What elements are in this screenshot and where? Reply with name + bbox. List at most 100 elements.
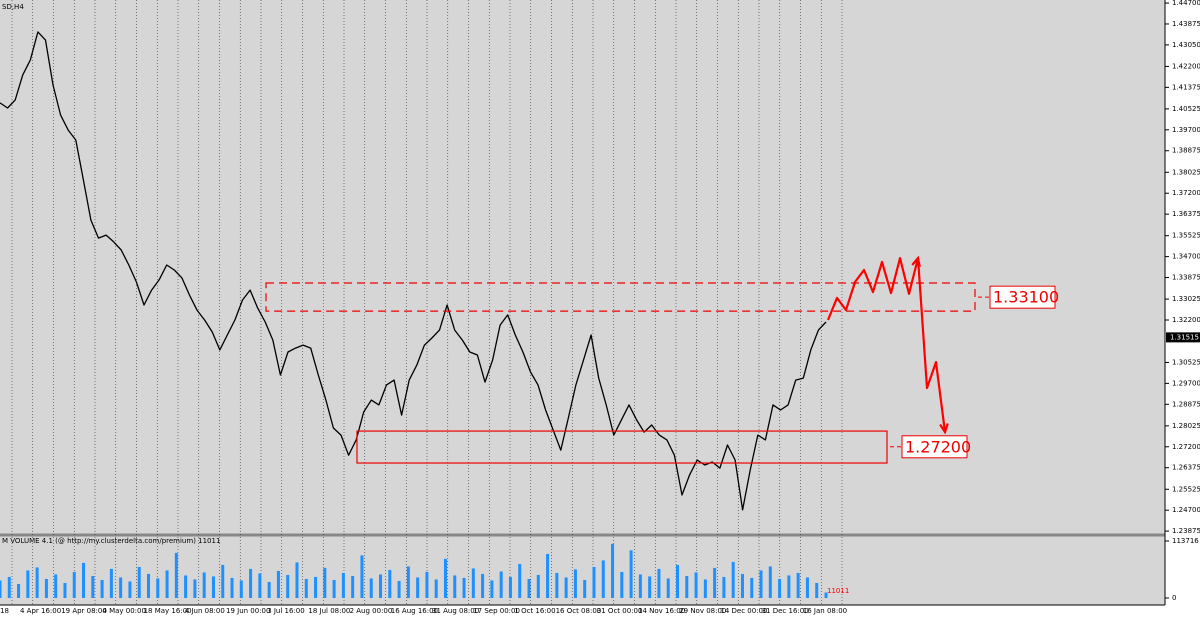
- x-tick-label: 16 Oct 08:00: [556, 607, 602, 615]
- volume-bar: [796, 572, 800, 598]
- volume-bar: [443, 558, 447, 598]
- arrow-head: [939, 423, 949, 435]
- volume-bar: [666, 578, 670, 598]
- y-tick-label: 1.30525: [1172, 358, 1200, 366]
- volume-bar: [295, 562, 299, 598]
- volume-bar: [156, 578, 160, 598]
- volume-bar: [573, 569, 577, 598]
- y-tick-label: 1.39700: [1172, 126, 1200, 134]
- volume-bar: [137, 566, 141, 598]
- volume-bar: [379, 574, 383, 598]
- volume-bar: [564, 577, 568, 598]
- volume-bar: [128, 581, 132, 598]
- forecast-line: [826, 257, 947, 433]
- volume-bar: [119, 577, 123, 598]
- x-tick-label: 19 Jun 00:00: [226, 607, 270, 615]
- y-tick-label: 1.26375: [1172, 464, 1200, 472]
- volume-bar: [91, 575, 95, 598]
- volume-bar: [490, 580, 494, 598]
- volume-bar: [193, 579, 197, 598]
- volume-bar: [694, 572, 698, 598]
- y2-tick-label: 0: [1172, 594, 1176, 602]
- volume-bar: [462, 577, 466, 598]
- zone-label: 1.33100: [993, 288, 1059, 307]
- volume-bar: [778, 578, 782, 598]
- plot-background: [0, 0, 1165, 605]
- volume-bar: [731, 561, 735, 598]
- y-tick-label: 1.44700: [1172, 0, 1200, 7]
- x-tick-label: 1 Oct 16:00: [514, 607, 555, 615]
- y-tick-label: 1.38875: [1172, 147, 1200, 155]
- volume-bar: [341, 572, 345, 598]
- volume-bar: [202, 572, 206, 598]
- volume-bar: [787, 575, 791, 598]
- volume-bar: [676, 564, 680, 598]
- volume-bar: [713, 567, 717, 598]
- y-tick-label: 1.23875: [1172, 527, 1200, 535]
- volume-bar: [815, 582, 819, 598]
- x-tick-label: 2 Aug 00:00: [350, 607, 393, 615]
- y-tick-label: 1.37200: [1172, 189, 1200, 197]
- x-tick-label: 16 Aug 16:00: [391, 607, 438, 615]
- y-tick-label: 1.40525: [1172, 105, 1200, 113]
- volume-bar: [601, 560, 605, 598]
- price-line: [0, 31, 827, 511]
- volume-bar: [109, 568, 113, 598]
- y-tick-label: 1.25525: [1172, 485, 1200, 493]
- volume-bar: [26, 570, 30, 598]
- volume-bar: [211, 576, 215, 598]
- zone-label: 1.27200: [905, 437, 971, 456]
- volume-bar: [768, 566, 772, 598]
- x-tick-label: 3 Jul 16:00: [267, 607, 305, 615]
- volume-bar: [174, 552, 178, 598]
- volume-bar: [629, 550, 633, 598]
- volume-bar: [685, 575, 689, 598]
- volume-bar: [360, 555, 364, 598]
- volume-bar: [620, 571, 624, 598]
- y-tick-label: 1.38025: [1172, 168, 1200, 176]
- volume-bar: [221, 564, 225, 598]
- volume-bar: [44, 578, 48, 598]
- volume-bar: [258, 573, 262, 598]
- volume-bar: [332, 579, 336, 598]
- y-tick-label: 1.33875: [1172, 274, 1200, 282]
- volume-bar: [750, 577, 754, 598]
- x-tick-label: 4 Jun 08:00: [185, 607, 225, 615]
- x-tick-label: 18: [0, 607, 9, 615]
- x-tick-label: 19 Apr 08:00: [61, 607, 107, 615]
- volume-bar: [416, 577, 420, 598]
- volume-bar: [165, 570, 169, 598]
- volume-bar: [518, 563, 522, 598]
- volume-bar: [434, 579, 438, 598]
- volume-bar: [184, 575, 188, 598]
- y-tick-label: 1.41375: [1172, 83, 1200, 91]
- volume-bar: [805, 577, 809, 598]
- volume-bar: [388, 569, 392, 598]
- y-tick-label: 1.24700: [1172, 506, 1200, 514]
- volume-bar: [17, 583, 21, 598]
- x-tick-label: 31 Aug 08:00: [432, 607, 479, 615]
- volume-bar: [536, 574, 540, 598]
- volume-bar: [406, 566, 410, 598]
- y-tick-label: 1.34700: [1172, 253, 1200, 261]
- volume-bar: [7, 576, 11, 598]
- volume-bar: [35, 567, 39, 598]
- volume-bar: [471, 568, 475, 598]
- volume-bar: [592, 566, 596, 598]
- y-tick-label: 1.28875: [1172, 400, 1200, 408]
- volume-bar: [722, 576, 726, 598]
- indicator-title: M VOLUME 4.1 (@ http://my.clusterdelta.c…: [2, 537, 220, 545]
- x-tick-label: 17 Sep 00:00: [473, 607, 520, 615]
- y-tick-label: 1.43050: [1172, 41, 1200, 49]
- volume-bar: [369, 578, 373, 598]
- volume-bar: [100, 579, 104, 598]
- volume-bar: [304, 578, 308, 598]
- zone-label-box: [989, 285, 1056, 309]
- volume-bar: [72, 571, 76, 598]
- x-tick-label: 29 Nov 08:00: [679, 607, 726, 615]
- x-tick-label: 4 Apr 16:00: [20, 607, 61, 615]
- arrow-head: [911, 255, 921, 268]
- volume-bar: [499, 571, 503, 598]
- y-tick-label: 1.35525: [1172, 232, 1200, 240]
